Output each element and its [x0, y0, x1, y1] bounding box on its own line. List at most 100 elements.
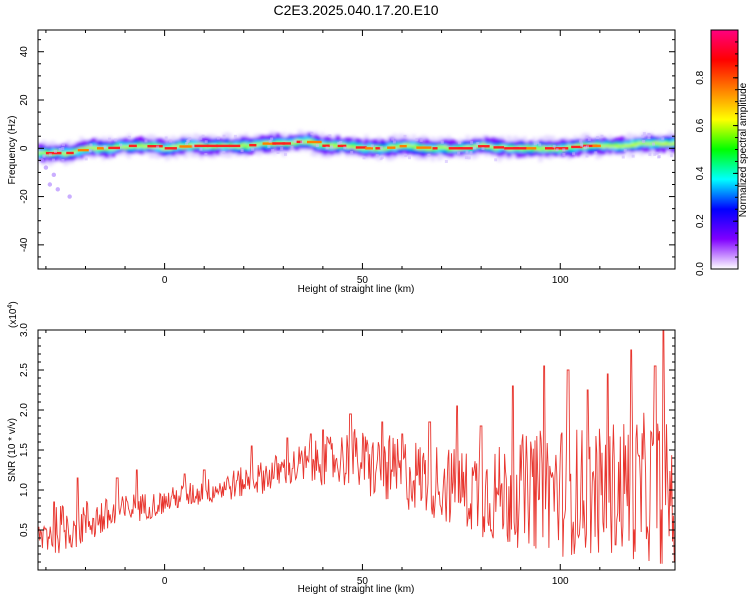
- heat-noise: [58, 147, 62, 151]
- heat-cell: [642, 142, 648, 145]
- heat-cell: [639, 141, 645, 144]
- heat-cell: [629, 144, 635, 148]
- heat-cell: [41, 152, 46, 155]
- heat-noise: [204, 140, 208, 144]
- heat-cell: [186, 143, 192, 146]
- heat-peak: [526, 147, 537, 150]
- colorbar-tick-label: 0.0: [695, 262, 706, 276]
- heat-noise: [458, 141, 462, 145]
- heat-cell: [427, 148, 433, 150]
- heat-cell: [468, 145, 474, 148]
- heat-noise: [188, 136, 192, 140]
- heat-noise: [251, 147, 255, 151]
- heat-cell: [443, 145, 448, 149]
- heat-noise: [268, 139, 272, 143]
- heat-noise: [552, 144, 556, 148]
- heat-cell: [617, 144, 622, 149]
- heat-cell: [82, 147, 88, 149]
- colorbar-ticks: 0.0 0.2 0.4 0.6 0.8: [695, 41, 738, 276]
- heat-cell: [671, 142, 675, 146]
- heat-noise: [89, 143, 93, 147]
- heat-cell: [538, 148, 543, 151]
- y-tick-label: 2.5: [19, 363, 30, 377]
- heat-cell: [294, 141, 300, 146]
- heat-cell: [522, 146, 528, 148]
- heat-low-blob: [51, 172, 57, 178]
- heat-peak: [249, 144, 257, 147]
- y-tick-label: 2.0: [19, 403, 30, 417]
- heat-noise: [53, 150, 57, 154]
- heat-noise: [114, 138, 118, 142]
- heat-noise: [379, 146, 383, 150]
- heat-cell: [60, 151, 65, 154]
- heat-cell: [389, 145, 395, 147]
- heat-cell: [351, 143, 357, 148]
- heat-cell: [664, 140, 670, 145]
- heat-peak: [432, 147, 438, 150]
- heat-noise: [362, 156, 366, 160]
- heat-cell: [572, 144, 578, 147]
- heat-cell: [63, 153, 69, 156]
- heat-peak: [337, 144, 347, 148]
- heat-noise: [169, 139, 173, 143]
- heat-cell: [522, 147, 528, 152]
- heat-noise: [280, 147, 284, 151]
- heat-cell: [291, 141, 296, 146]
- heat-cell: [443, 146, 448, 150]
- heat-cell: [227, 146, 233, 148]
- heat-peak: [307, 140, 322, 144]
- heat-cell: [576, 143, 581, 148]
- heat-noise: [61, 143, 65, 147]
- heat-cell: [319, 143, 325, 146]
- heat-cell: [348, 144, 353, 149]
- heat-peak: [45, 151, 62, 155]
- heat-cell: [341, 143, 347, 146]
- heat-noise: [538, 143, 542, 147]
- heat-cell: [626, 145, 632, 147]
- heat-cell: [262, 143, 268, 147]
- heat-noise: [464, 156, 468, 160]
- heat-cell: [72, 151, 78, 153]
- heat-cell: [246, 146, 252, 148]
- heat-cell: [120, 145, 126, 148]
- heat-cell: [541, 146, 547, 151]
- heat-cell: [243, 144, 249, 150]
- heat-cell: [604, 145, 610, 148]
- heat-cell: [202, 146, 208, 148]
- heat-noise: [621, 155, 625, 159]
- heat-cell: [227, 142, 233, 147]
- heat-noise: [579, 139, 583, 143]
- heat-noise: [440, 140, 444, 144]
- heat-peak: [592, 144, 601, 148]
- heat-noise: [670, 154, 674, 158]
- heat-noise: [271, 149, 275, 153]
- snr-series-line: [38, 330, 675, 564]
- heat-cell: [544, 148, 550, 151]
- heat-noise: [652, 142, 656, 146]
- heat-noise: [144, 139, 148, 143]
- heat-cell: [655, 141, 660, 144]
- heat-cell: [139, 144, 145, 147]
- y-tick-label: 1.5: [19, 443, 30, 457]
- heat-noise: [330, 145, 334, 149]
- heat-noise: [476, 141, 480, 145]
- heat-cell: [79, 147, 84, 150]
- heat-noise: [467, 156, 471, 160]
- y-tick-label: 1.0: [19, 483, 30, 497]
- heat-cell: [411, 144, 417, 147]
- heat-noise: [555, 148, 559, 152]
- heat-noise: [350, 150, 354, 154]
- heat-cell: [91, 148, 97, 151]
- heat-noise: [325, 146, 329, 150]
- heat-cell: [291, 141, 296, 144]
- heat-peak: [493, 146, 505, 149]
- heat-noise: [623, 148, 627, 152]
- heat-noise: [647, 136, 651, 140]
- heat-cell: [329, 143, 334, 147]
- heat-noise: [473, 146, 477, 150]
- heat-noise: [186, 139, 190, 143]
- heat-cell: [534, 148, 540, 151]
- heat-peak: [544, 147, 555, 150]
- heat-cell: [41, 151, 46, 154]
- heat-noise: [594, 151, 598, 155]
